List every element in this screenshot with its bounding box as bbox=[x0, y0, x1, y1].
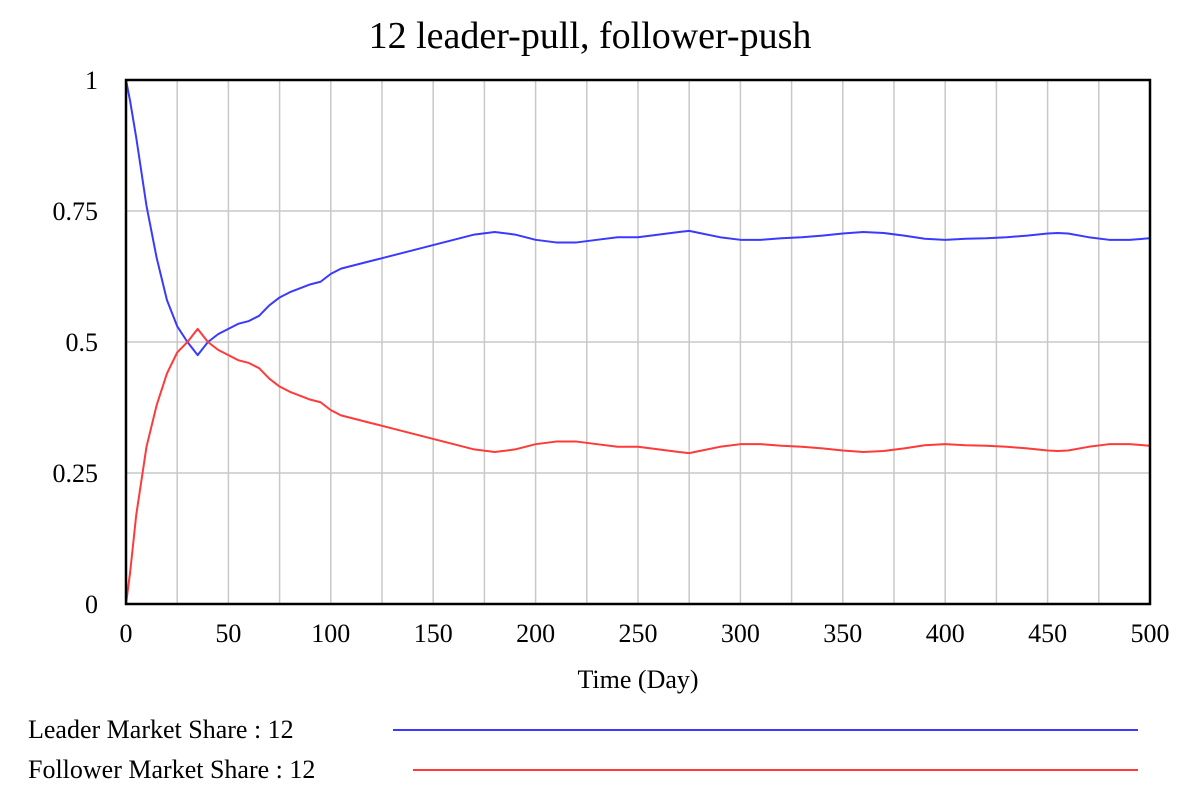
x-axis-ticks: 0 50 100 150 200 250 300 350 400 450 500 bbox=[120, 619, 1170, 648]
x-tick-label: 300 bbox=[721, 619, 760, 648]
legend-item-follower: Follower Market Share : 12 bbox=[28, 755, 1138, 784]
y-tick-label: 0.25 bbox=[53, 459, 99, 488]
x-tick-label: 400 bbox=[926, 619, 965, 648]
y-axis-ticks: 0 0.25 0.5 0.75 1 bbox=[53, 66, 99, 619]
x-tick-label: 100 bbox=[311, 619, 350, 648]
legend: Leader Market Share : 12 Follower Market… bbox=[28, 715, 1138, 784]
chart-title: 12 leader-pull, follower-push bbox=[369, 15, 812, 57]
x-tick-label: 150 bbox=[414, 619, 453, 648]
y-tick-label: 0 bbox=[85, 590, 98, 619]
x-tick-label: 50 bbox=[215, 619, 241, 648]
legend-item-leader: Leader Market Share : 12 bbox=[28, 715, 1138, 744]
grid-lines bbox=[126, 80, 1150, 604]
x-tick-label: 350 bbox=[823, 619, 862, 648]
plot-frame bbox=[124, 78, 1152, 606]
y-tick-label: 0.5 bbox=[66, 328, 99, 357]
x-tick-label: 450 bbox=[1028, 619, 1067, 648]
x-tick-label: 0 bbox=[120, 619, 133, 648]
x-tick-label: 500 bbox=[1131, 619, 1170, 648]
x-tick-label: 200 bbox=[516, 619, 555, 648]
legend-label-follower: Follower Market Share : 12 bbox=[28, 755, 315, 784]
series-lines bbox=[125, 79, 1151, 605]
y-tick-label: 1 bbox=[85, 66, 98, 95]
legend-label-leader: Leader Market Share : 12 bbox=[28, 715, 294, 744]
x-tick-label: 250 bbox=[619, 619, 658, 648]
series-line-follower bbox=[125, 327, 1151, 605]
x-axis-label: Time (Day) bbox=[577, 665, 698, 694]
y-tick-label: 0.75 bbox=[53, 197, 99, 226]
series-line-leader bbox=[125, 79, 1151, 357]
